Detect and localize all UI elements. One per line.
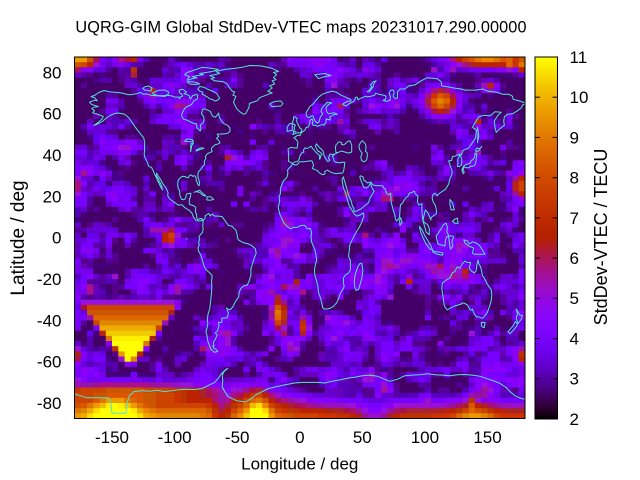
- svg-text:0: 0: [52, 229, 61, 248]
- svg-text:-150: -150: [95, 428, 129, 447]
- svg-text:7: 7: [570, 209, 579, 228]
- svg-text:-20: -20: [37, 270, 62, 289]
- svg-text:5: 5: [570, 289, 579, 308]
- svg-text:6: 6: [570, 249, 579, 268]
- svg-text:9: 9: [570, 128, 579, 147]
- svg-text:10: 10: [570, 88, 589, 107]
- svg-text:0: 0: [295, 428, 304, 447]
- svg-text:50: 50: [353, 428, 372, 447]
- svg-text:4: 4: [570, 330, 579, 349]
- svg-text:Longitude / deg: Longitude / deg: [241, 455, 358, 474]
- svg-text:-40: -40: [37, 311, 62, 330]
- svg-text:-100: -100: [158, 428, 192, 447]
- svg-text:150: 150: [473, 428, 501, 447]
- svg-text:60: 60: [43, 105, 62, 124]
- svg-text:3: 3: [570, 370, 579, 389]
- svg-text:UQRG-GIM Global StdDev-VTEC ma: UQRG-GIM Global StdDev-VTEC maps 2023101…: [75, 19, 526, 37]
- svg-text:100: 100: [411, 428, 439, 447]
- svg-text:2: 2: [570, 410, 579, 429]
- svg-text:-50: -50: [225, 428, 250, 447]
- svg-text:StdDev-VTEC / TECU: StdDev-VTEC / TECU: [591, 149, 611, 326]
- svg-text:8: 8: [570, 169, 579, 188]
- svg-text:80: 80: [43, 63, 62, 82]
- svg-text:40: 40: [43, 146, 62, 165]
- svg-text:-80: -80: [37, 394, 62, 413]
- svg-text:-60: -60: [37, 353, 62, 372]
- svg-text:Latitude / deg: Latitude / deg: [8, 180, 29, 295]
- svg-text:20: 20: [43, 187, 62, 206]
- svg-text:11: 11: [570, 48, 588, 67]
